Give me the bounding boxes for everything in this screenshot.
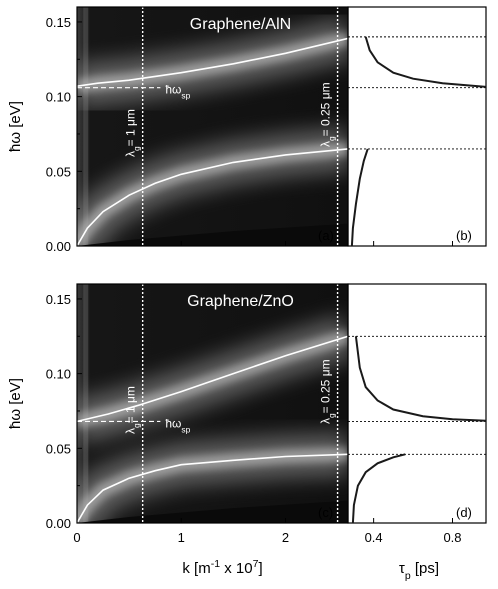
lambda-label-1: λg= 1 μm (124, 109, 142, 157)
panel-label: (a) (318, 228, 334, 243)
panel-label: (c) (318, 505, 333, 520)
plot-frame (347, 283, 487, 524)
plot-frame (347, 6, 487, 247)
y-tick-label: 0.05 (46, 164, 71, 179)
y-axis-label: ħω [eV] (7, 378, 24, 429)
y-axis-label: ħω [eV] (7, 101, 24, 152)
panel-title: Graphene/ZnO (187, 293, 294, 310)
lambda-label-2: λg= 0.25 μm (319, 82, 337, 147)
omega-sp-label: ħωsp (165, 83, 190, 101)
tau-curve-2 (351, 453, 406, 524)
panel-c: ħωsp λg= 1 μm λg= 0.25 μm Graphene/ZnO (c) 0.… (7, 283, 349, 577)
heatmap-edge-stripe (83, 7, 89, 246)
panel-label: (b) (456, 228, 472, 243)
lambda-label-1: λg= 1 μm (124, 386, 142, 434)
panel-d: 0.4 0.8 (d) τp [ps] (347, 283, 487, 582)
heatmap-field (77, 284, 348, 523)
x-axis-label: k [m-1 x 107] (182, 558, 262, 577)
omega-sp-label: ħωsp (165, 416, 190, 434)
heatmap-field (77, 7, 348, 246)
panel-a: ħωsp λg= 1 μm λg= 0.25 μm Graphene/AlN (a) 0.… (7, 6, 349, 254)
y-tick-label: 0.05 (46, 441, 71, 456)
dispersion-curve-1 (77, 335, 348, 423)
heatmap-dark-wedge (77, 500, 348, 523)
x-tick-label: 0.4 (365, 530, 383, 545)
tau-curve-2 (350, 148, 369, 247)
lambda-label-2: λg= 0.25 μm (319, 359, 337, 424)
x-tick-label: 1 (178, 530, 185, 545)
tau-curve-1 (354, 336, 487, 422)
panel-label: (d) (456, 505, 472, 520)
y-tick-label: 0.10 (46, 367, 71, 382)
dispersion-curve-2 (77, 453, 348, 523)
panel-b: (b) (347, 6, 487, 247)
y-tick-label: 0.15 (46, 15, 71, 30)
x-tick-label: 0.8 (443, 530, 461, 545)
heatmap-dark-wedge (77, 223, 348, 246)
dispersion-curve-2 (77, 148, 348, 246)
y-tick-label: 0.00 (46, 516, 71, 531)
x-axis-label: τp [ps] (399, 560, 439, 582)
panel-title: Graphene/AlN (190, 16, 291, 33)
x-tick-label: 0 (73, 530, 80, 545)
y-tick-label: 0.10 (46, 90, 71, 105)
x-tick-label: 2 (282, 530, 289, 545)
tau-curve-1 (364, 36, 487, 88)
y-tick-label: 0.15 (46, 292, 71, 307)
y-tick-label: 0.00 (46, 239, 71, 254)
dispersion-curve-1 (77, 37, 348, 87)
